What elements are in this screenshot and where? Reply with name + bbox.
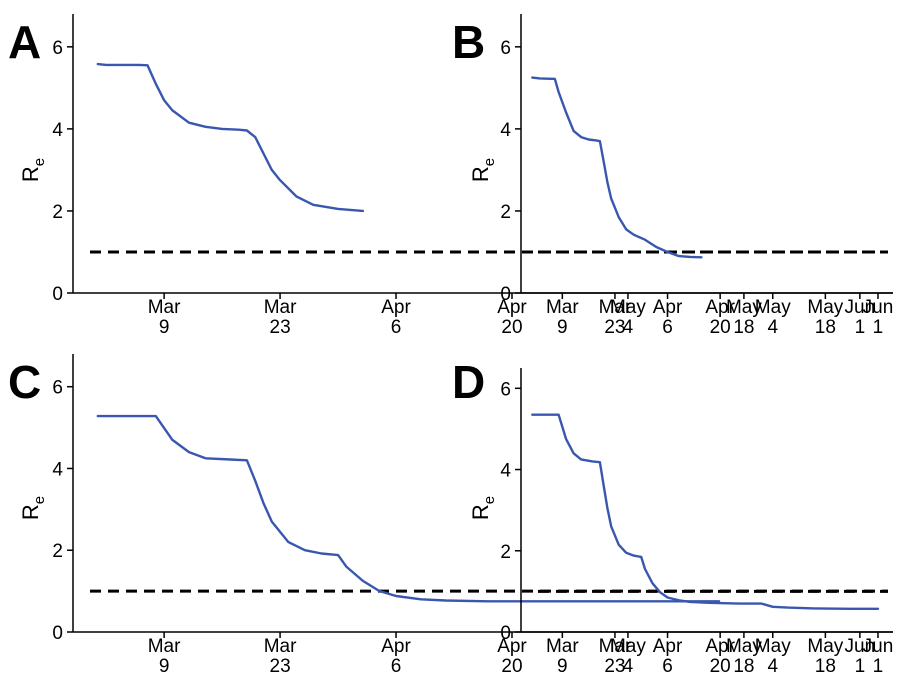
x-tick-label: May 18 xyxy=(807,636,843,677)
series-line xyxy=(531,413,880,610)
x-tick-label: May 4 xyxy=(755,297,791,338)
series-line xyxy=(531,76,703,259)
y-tick-label: 0 xyxy=(52,284,63,305)
panel-label: D xyxy=(452,356,485,408)
y-tick-label: 6 xyxy=(500,38,511,59)
series-line xyxy=(96,62,365,213)
x-tick-label: Jun 1 xyxy=(845,636,876,677)
panel-label: A xyxy=(8,16,41,68)
y-tick-label: 6 xyxy=(52,378,63,399)
panel-label: C xyxy=(8,356,41,408)
y-tick-label: 2 xyxy=(52,202,63,223)
x-tick-label: Apr 6 xyxy=(653,297,683,338)
x-tick-label: Mar 9 xyxy=(148,636,181,677)
y-tick-label: 4 xyxy=(500,120,511,141)
x-tick-label: Mar 9 xyxy=(546,297,579,338)
y-axis-label: Re xyxy=(18,496,48,520)
x-tick-label: May 18 xyxy=(726,636,762,677)
x-tick-label: Jun 1 xyxy=(845,297,876,338)
x-tick-label: Apr 6 xyxy=(381,636,411,677)
y-tick-label: 2 xyxy=(500,202,511,223)
y-tick-label: 6 xyxy=(500,379,511,400)
y-axis-label: Re xyxy=(18,158,48,182)
y-axis-label: Re xyxy=(468,158,498,182)
x-tick-label: Mar 23 xyxy=(599,297,632,338)
x-tick-label: Jun 1 xyxy=(863,636,894,677)
y-tick-label: 4 xyxy=(500,461,511,482)
x-tick-label: May 4 xyxy=(755,636,791,677)
x-tick-label: May 18 xyxy=(726,297,762,338)
y-tick-label: 0 xyxy=(500,623,511,644)
panel-label: B xyxy=(452,16,485,68)
x-tick-label: Apr 20 xyxy=(705,636,735,677)
y-tick-label: 0 xyxy=(500,284,511,305)
y-tick-label: 2 xyxy=(500,542,511,563)
x-tick-label: Mar 9 xyxy=(546,636,579,677)
x-tick-label: May 4 xyxy=(610,297,646,338)
y-tick-label: 4 xyxy=(52,120,63,141)
x-tick-label: Apr 20 xyxy=(497,297,527,338)
y-tick-label: 0 xyxy=(52,623,63,644)
x-tick-label: May 4 xyxy=(610,636,646,677)
x-tick-label: Apr 6 xyxy=(381,297,411,338)
x-tick-label: Apr 20 xyxy=(705,297,735,338)
y-tick-label: 6 xyxy=(52,38,63,59)
x-tick-label: Mar 23 xyxy=(264,297,297,338)
y-axis-label: Re xyxy=(468,496,498,520)
x-tick-label: Mar 23 xyxy=(599,636,632,677)
x-tick-label: Jun 1 xyxy=(863,297,894,338)
series-line xyxy=(96,414,721,603)
x-tick-label: Mar 9 xyxy=(148,297,181,338)
x-tick-label: May 18 xyxy=(807,297,843,338)
y-tick-label: 2 xyxy=(52,541,63,562)
x-tick-label: Apr 20 xyxy=(497,636,527,677)
y-tick-label: 4 xyxy=(52,459,63,480)
x-tick-label: Apr 6 xyxy=(653,636,683,677)
x-tick-label: Mar 23 xyxy=(264,636,297,677)
